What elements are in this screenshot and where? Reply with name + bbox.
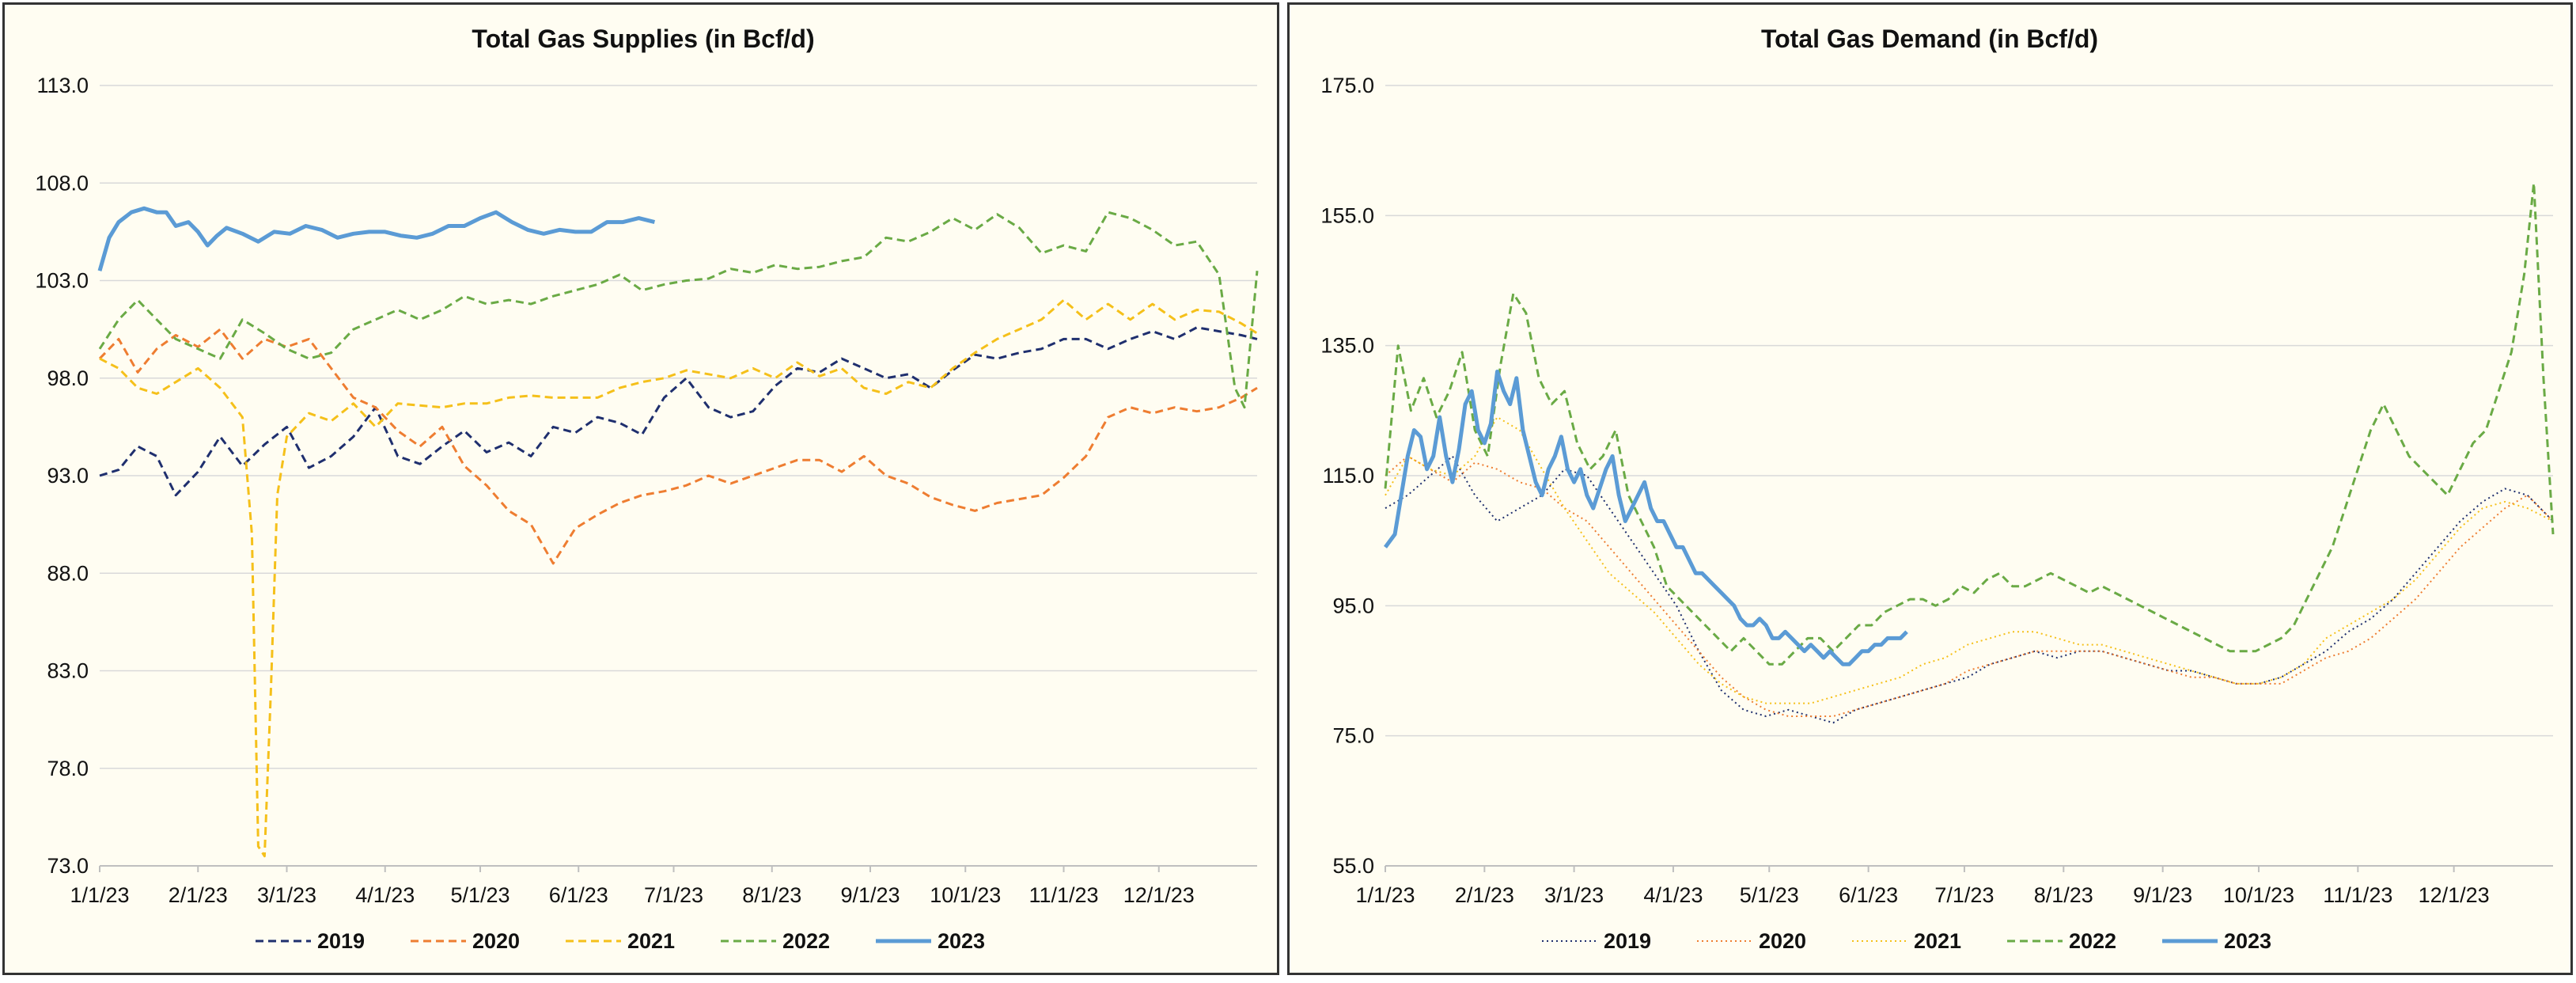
- legend-label-2019: 2019: [1604, 929, 1651, 953]
- y-tick-label: 175.0: [1320, 74, 1374, 97]
- y-tick-label: 98.0: [47, 366, 89, 390]
- y-tick-label: 115.0: [1322, 464, 1374, 488]
- y-tick-label: 75.0: [1332, 724, 1374, 748]
- y-tick-label: 93.0: [47, 464, 89, 488]
- y-tick-label: 108.0: [35, 171, 89, 195]
- y-tick-label: 73.0: [47, 854, 89, 878]
- y-tick-label: 83.0: [47, 659, 89, 683]
- x-tick-label: 5/1/23: [1740, 883, 1799, 907]
- x-tick-label: 3/1/23: [257, 883, 316, 907]
- legend-label-2021: 2021: [627, 929, 675, 953]
- x-tick-label: 10/1/23: [930, 883, 1001, 907]
- x-tick-label: 4/1/23: [1643, 883, 1703, 907]
- x-tick-label: 4/1/23: [355, 883, 415, 907]
- y-tick-label: 155.0: [1320, 203, 1374, 227]
- legend-label-2023: 2023: [938, 929, 985, 953]
- x-tick-label: 11/1/23: [1029, 883, 1098, 907]
- y-tick-label: 55.0: [1332, 854, 1374, 878]
- y-tick-label: 78.0: [47, 757, 89, 780]
- x-tick-label: 11/1/23: [2323, 883, 2392, 907]
- x-tick-label: 3/1/23: [1544, 883, 1604, 907]
- legend-label-2021: 2021: [1914, 929, 1961, 953]
- legend-label-2023: 2023: [2224, 929, 2271, 953]
- series-line-2022: [98, 211, 1259, 409]
- legend-label-2022: 2022: [2069, 929, 2116, 953]
- y-tick-label: 113.0: [36, 74, 89, 97]
- legend-label-2020: 2020: [1759, 929, 1806, 953]
- x-tick-label: 5/1/23: [450, 883, 510, 907]
- y-tick-label: 135.0: [1320, 334, 1374, 358]
- y-tick-label: 95.0: [1332, 594, 1374, 617]
- x-tick-label: 10/1/23: [2223, 883, 2294, 907]
- x-tick-label: 2/1/23: [1455, 883, 1514, 907]
- y-tick-label: 88.0: [47, 561, 89, 585]
- x-tick-label: 8/1/23: [2034, 883, 2093, 907]
- demand-chart-panel: Total Gas Demand (in Bcf/d) 175.0 155.0 13…: [1287, 2, 2573, 975]
- x-tick-label: 12/1/23: [1123, 883, 1195, 907]
- series-line-2023: [1383, 370, 1908, 666]
- x-tick-label: 9/1/23: [2133, 883, 2192, 907]
- supplies-chart: Total Gas Supplies (in Bcf/d) 113.0 108.0…: [35, 25, 1259, 953]
- series-line-2020: [1385, 455, 2554, 717]
- series-line-2022: [1384, 181, 2555, 666]
- x-tick-label: 6/1/23: [549, 883, 608, 907]
- y-tick-label: 103.0: [35, 269, 89, 293]
- x-tick-label: 9/1/23: [840, 883, 900, 907]
- x-tick-label: 12/1/23: [2419, 883, 2490, 907]
- x-tick-label: 8/1/23: [742, 883, 801, 907]
- series-line-2021: [99, 298, 1258, 858]
- x-tick-label: 2/1/23: [169, 883, 228, 907]
- series-line-2020: [98, 328, 1258, 565]
- x-tick-label: 7/1/23: [1934, 883, 1994, 907]
- demand-chart: Total Gas Demand (in Bcf/d) 175.0 155.0 13…: [1320, 25, 2555, 953]
- chart-title: Total Gas Supplies (in Bcf/d): [472, 25, 814, 53]
- series-line-2023: [97, 206, 656, 271]
- chart-title: Total Gas Demand (in Bcf/d): [1761, 25, 2098, 53]
- series-line-2021: [1385, 416, 2554, 704]
- x-tick-label: 1/1/23: [1355, 883, 1415, 907]
- series-line-2019: [99, 326, 1258, 497]
- series-line-2019: [1385, 455, 2554, 724]
- x-tick-label: 6/1/23: [1839, 883, 1898, 907]
- legend-label-2020: 2020: [472, 929, 520, 953]
- x-tick-label: 7/1/23: [644, 883, 703, 907]
- x-tick-label: 1/1/23: [70, 883, 129, 907]
- supplies-chart-panel: Total Gas Supplies (in Bcf/d) 113.0 108.0…: [2, 2, 1279, 975]
- legend-label-2022: 2022: [782, 929, 830, 953]
- legend-label-2019: 2019: [317, 929, 365, 953]
